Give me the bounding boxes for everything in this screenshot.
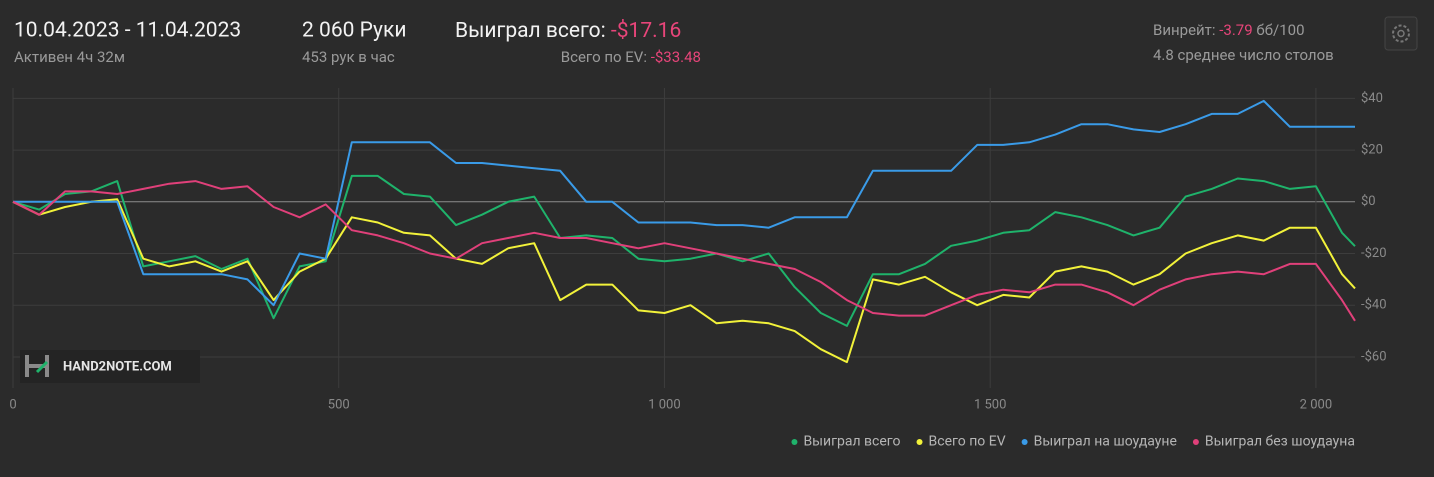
active-time: Активен 4ч 32м [14, 48, 125, 66]
legend-marker [1021, 439, 1028, 445]
series-line [12, 174, 1356, 327]
won-label: Выиграл всего: [455, 19, 606, 43]
x-tick-label: 500 [328, 397, 350, 412]
winrate-label: Винрейт: [1153, 21, 1216, 39]
winrate-unit: бб/100 [1256, 21, 1304, 39]
legend-label: Выиграл на шоудауне [1034, 434, 1177, 450]
legend-item: Всего по EV [916, 434, 1006, 450]
legend: Выиграл всего Всего по EV Выиграл на шоуда… [791, 434, 1355, 450]
tables: 4.8 среднее число столов [1153, 46, 1334, 64]
x-tick-label: 0 [9, 397, 16, 412]
watermark: HAND2NOTE.COM [20, 350, 200, 383]
y-tick-label: -$60 [1361, 349, 1387, 364]
legend-marker [1192, 439, 1199, 445]
y-tick-label: $0 [1361, 194, 1376, 209]
hands-per-hour: 453 рук в час [302, 48, 395, 66]
legend-item: Выиграл всего [791, 434, 901, 450]
legend-item: Выиграл без шоудауна [1192, 434, 1355, 450]
series-line [12, 198, 1356, 364]
y-tick-label: $40 [1361, 91, 1383, 106]
legend-marker [916, 439, 923, 445]
y-tick-label: -$20 [1361, 246, 1387, 261]
ev-value: -$33.48 [651, 48, 701, 66]
plot: $40 $20 $0 -$20 -$40 -$60 0 500 1 000 1 500 2 000 [9, 88, 1387, 412]
x-tick-label: 2 000 [1300, 397, 1332, 412]
x-tick-label: 1 000 [648, 397, 680, 412]
settings-button[interactable] [1384, 16, 1418, 51]
series-line [12, 180, 1356, 322]
won-value: -$17.16 [611, 19, 681, 43]
winrate: Винрейт: -3.79 бб/100 [1153, 21, 1305, 39]
date-range: 10.04.2023 - 11.04.2023 [14, 19, 241, 43]
hands: 2 060 Руки [302, 19, 406, 43]
x-tick-label: 1 500 [974, 397, 1006, 412]
legend-label: Выиграл всего [803, 434, 900, 450]
won-total: Выиграл всего: -$17.16 [455, 19, 681, 43]
legend-label: Выиграл без шоудауна [1205, 434, 1355, 450]
legend-marker [791, 439, 798, 445]
series-line [13, 99, 1355, 307]
watermark-text: HAND2NOTE.COM [63, 359, 172, 374]
y-tick-label: $20 [1361, 143, 1383, 158]
ev-label: Всего по EV: [561, 48, 647, 66]
ev-total: Всего по EV: -$33.48 [561, 48, 701, 66]
legend-item: Выиграл на шоудауне [1021, 434, 1177, 450]
winrate-value: -3.79 [1219, 21, 1252, 39]
legend-label: Всего по EV [929, 434, 1006, 450]
y-tick-label: -$40 [1361, 298, 1387, 313]
